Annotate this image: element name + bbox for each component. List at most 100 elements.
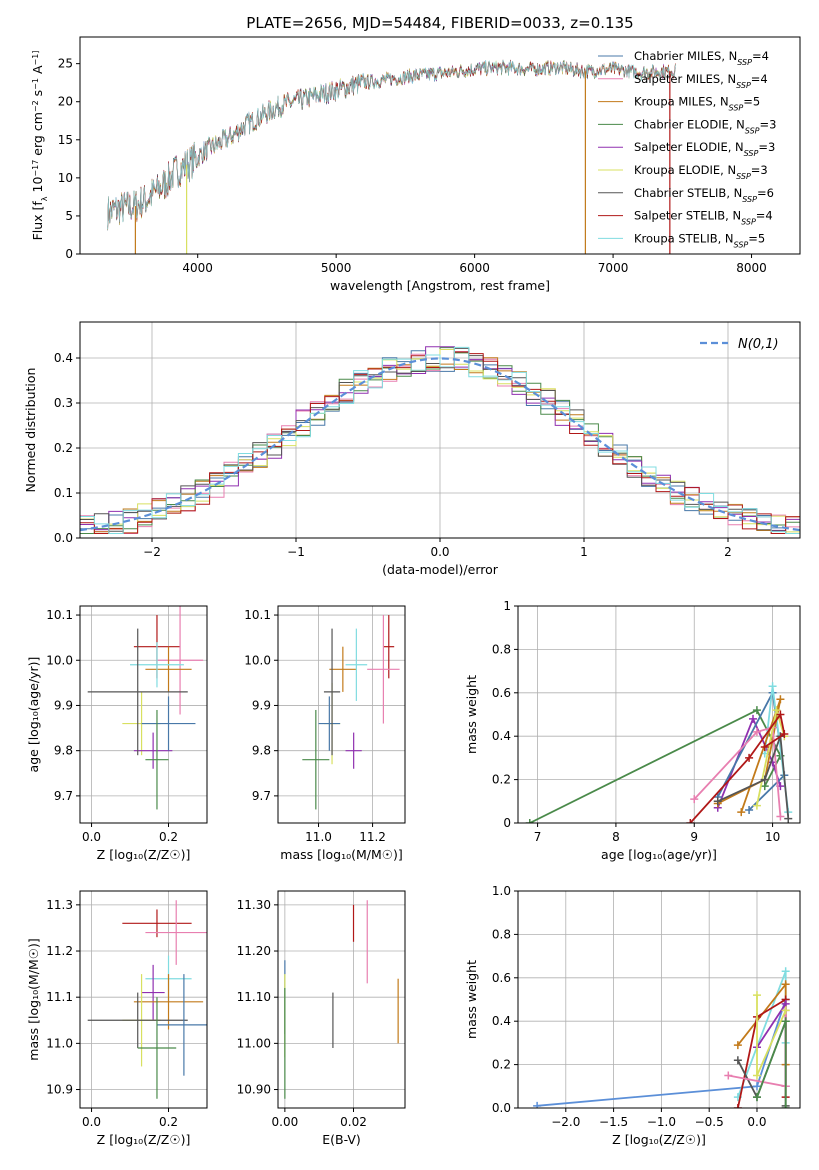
Z-mass-panel: 0.0 0.2 10.9 11.0 11.1 11.2 11.3 Z [log₁₀(Z/Z☉)… xyxy=(26,890,208,1147)
x-axis-label: mass [log₁₀(M/M☉)] xyxy=(280,847,402,862)
x-tick-label: −1.0 xyxy=(647,1115,676,1129)
x-tick-label: 7 xyxy=(534,830,542,844)
spectrum-marks xyxy=(107,59,676,254)
mass-weight-marker xyxy=(686,819,695,823)
y-tick-label: 9.7 xyxy=(252,789,271,803)
mass-weight-line xyxy=(717,735,790,819)
x-axis-label: Z [log₁₀(Z/Z☉)] xyxy=(612,1132,706,1147)
mass-weight-marker xyxy=(737,808,746,817)
x-tick-label: 0.0 xyxy=(82,830,101,844)
y-tick-label: 0.2 xyxy=(54,441,73,455)
legend-label: Salpeter STELIB, NSSP=4 xyxy=(634,209,773,227)
mass-weight-marker xyxy=(781,980,790,989)
x-tick-label: −1 xyxy=(287,545,305,559)
axes-frame xyxy=(277,890,406,1109)
mass-weight-marker xyxy=(752,1071,761,1080)
y-tick-label: 0 xyxy=(503,816,511,830)
legend-label: Salpeter MILES, NSSP=4 xyxy=(634,72,768,90)
x-tick-label: 5000 xyxy=(321,261,352,275)
mass-weight-marker xyxy=(749,714,757,723)
errorbar-point xyxy=(141,696,196,751)
Z-massweight-marks xyxy=(533,967,790,1108)
x-tick-label: −1.5 xyxy=(599,1115,628,1129)
axes-frame xyxy=(79,890,208,1109)
y-tick-label: 0.3 xyxy=(54,396,73,410)
y-tick-label: 5 xyxy=(65,209,73,223)
x-tick-label: 0.0 xyxy=(747,1115,766,1129)
mass-age-marks xyxy=(302,615,400,810)
axes-frame xyxy=(277,605,406,824)
errorbar-point xyxy=(141,964,165,1021)
mass-weight-marker xyxy=(733,1056,742,1065)
x-tick-label: 8000 xyxy=(736,261,767,275)
EBV-mass-panel: 0.00 0.02 10.90 11.00 11.10 11.20 11.30 E(B-V) xyxy=(237,890,406,1147)
legend-label: Kroupa MILES, NSSP=5 xyxy=(634,95,760,113)
x-tick-label: 0.2 xyxy=(159,1115,178,1129)
mass-weight-marker xyxy=(768,682,777,691)
errorbar-point xyxy=(156,974,207,1076)
errorbar-point xyxy=(383,615,395,679)
legend-label: Chabrier ELODIE, NSSP=3 xyxy=(634,117,776,135)
mass-weight-marker xyxy=(752,727,761,736)
x-tick-label: 0.02 xyxy=(340,1115,367,1129)
errorbar-point xyxy=(145,709,169,810)
spectrum-line-kroupa-stelib xyxy=(107,59,676,230)
y-tick-label: 0.6 xyxy=(492,971,511,985)
x-axis-label: Z [log₁₀(Z/Z☉)] xyxy=(97,1132,191,1147)
mass-weight-marker xyxy=(690,795,699,804)
x-tick-label: −0.5 xyxy=(695,1115,724,1129)
Z-age-marks xyxy=(87,606,204,810)
mass-weight-marker xyxy=(781,1104,790,1108)
y-tick-label: 0.8 xyxy=(492,927,511,941)
y-tick-label: 1.0 xyxy=(492,884,511,898)
y-tick-label: 10.0 xyxy=(46,653,73,667)
y-tick-label: 9.7 xyxy=(54,789,73,803)
residual-histogram xyxy=(80,350,800,534)
y-tick-label: 9.8 xyxy=(252,744,271,758)
errorbar-point xyxy=(145,900,207,965)
mass-weight-marker xyxy=(745,753,754,762)
y-tick-label: 25 xyxy=(58,57,73,71)
legend-label: Chabrier MILES, NSSP=4 xyxy=(634,49,769,67)
mass-weight-marker xyxy=(525,819,534,823)
y-tick-label: 10.90 xyxy=(237,1083,271,1097)
mass-weight-marker xyxy=(781,967,790,976)
x-tick-label: 7000 xyxy=(598,261,629,275)
errorbar-point xyxy=(137,997,177,1099)
Z-massweight-panel: −2.0 −1.5 −1.0 −0.5 0.0 0.0 0.2 0.4 0.6 0.8 1.0 Z [… xyxy=(464,884,801,1147)
y-tick-label: 10.9 xyxy=(46,1083,73,1097)
spectrum-line-chabrier-stelib xyxy=(107,60,676,230)
y-tick-label: 9.8 xyxy=(54,744,73,758)
x-tick-label: 0.0 xyxy=(430,545,449,559)
x-tick-label: 1 xyxy=(580,545,588,559)
x-axis-label: wavelength [Angstrom, rest frame] xyxy=(330,278,550,293)
spectrum-line-kroupa-miles xyxy=(107,60,676,231)
x-axis-label: age [log₁₀(age/yr)] xyxy=(601,847,717,862)
y-tick-label: 10 xyxy=(58,171,73,185)
y-tick-label: 10.1 xyxy=(244,608,271,622)
x-tick-label: 10 xyxy=(765,830,780,844)
errorbar-point xyxy=(87,992,188,1048)
errorbar-point xyxy=(367,615,400,724)
y-tick-label: 0 xyxy=(65,247,73,261)
mass-weight-line xyxy=(717,699,782,813)
y-tick-label: 0.4 xyxy=(492,1014,511,1028)
mass-weight-marker xyxy=(752,706,761,715)
y-axis-label: Normed distribution xyxy=(23,368,38,493)
mass-weight-marker xyxy=(760,775,769,784)
x-axis-label: (data-model)/error xyxy=(382,562,499,577)
y-tick-label: 0.0 xyxy=(54,531,73,545)
Z-age-panel: 0.0 0.2 9.7 9.8 9.9 10.0 10.1 Z [log₁₀(Z/Z☉)] ag… xyxy=(26,605,208,862)
mass-weight-marker xyxy=(733,1041,742,1050)
mass-weight-line xyxy=(693,726,782,817)
spectrum-panel: 4000 5000 6000 7000 8000 0 5 10 15 20 25 wavelength… xyxy=(30,36,801,293)
legend-label: N(0,1) xyxy=(738,337,779,352)
y-tick-label: 11.00 xyxy=(237,1036,271,1050)
y-axis-label: mass weight xyxy=(464,960,479,1039)
normal-reference-curve xyxy=(80,357,800,532)
mass-weight-marker xyxy=(776,812,785,821)
legend-label: Kroupa STELIB, NSSP=5 xyxy=(634,231,765,249)
y-tick-label: 9.9 xyxy=(54,698,73,712)
errorbar-point xyxy=(345,628,368,701)
mass-weight-marker xyxy=(752,1082,761,1091)
